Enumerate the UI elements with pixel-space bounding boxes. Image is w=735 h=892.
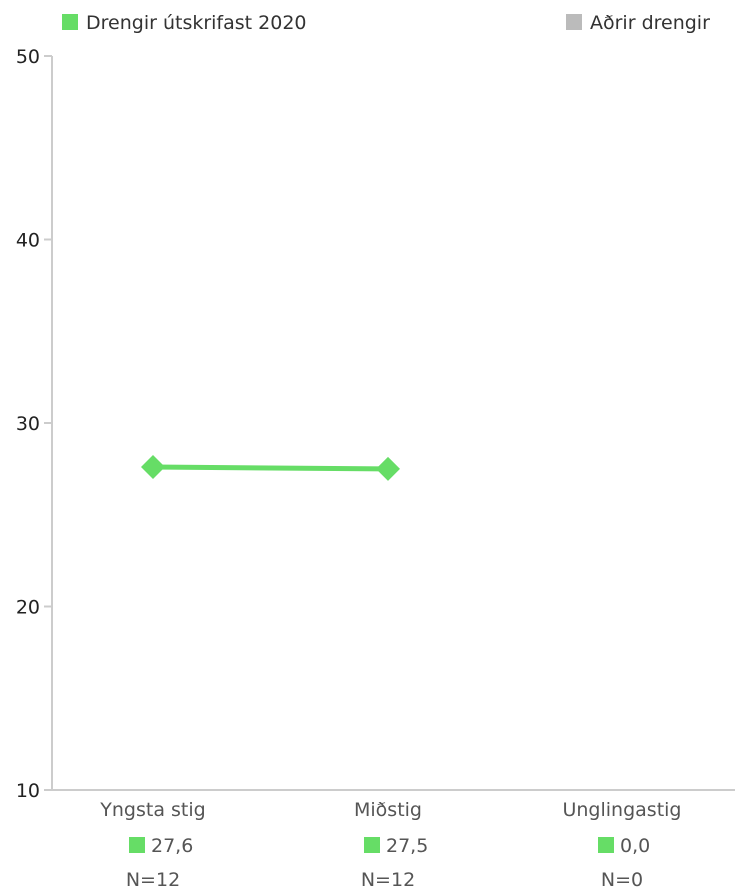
- data-point-diamond: [141, 455, 165, 480]
- legend-label-series-2: Aðrir drengir: [590, 12, 710, 34]
- n-count-label: N=12: [126, 869, 180, 891]
- x-category-label: Unglingastig: [562, 799, 681, 821]
- x-category-label: Yngsta stig: [99, 799, 205, 821]
- legend-swatch-series-2: [566, 14, 582, 30]
- n-count-label: N=12: [361, 869, 415, 891]
- y-tick-label: 20: [16, 597, 40, 619]
- legend-label-series-1: Drengir útskrifast 2020: [86, 12, 307, 34]
- x-category-label: Miðstig: [354, 799, 422, 821]
- y-tick-label: 30: [16, 413, 40, 435]
- value-label: 27,5: [386, 835, 428, 857]
- n-count-label: N=0: [601, 869, 643, 891]
- value-label: 27,6: [151, 835, 193, 857]
- value-swatch: [364, 837, 380, 853]
- y-tick-label: 10: [16, 780, 40, 802]
- legend-swatch-series-1: [62, 14, 78, 30]
- value-swatch: [129, 837, 145, 853]
- value-label: 0,0: [620, 835, 650, 857]
- series-line-segment: [150, 464, 391, 472]
- y-tick-label: 50: [16, 46, 40, 68]
- data-point-diamond: [376, 456, 400, 481]
- y-tick-label: 40: [16, 230, 40, 252]
- value-swatch: [598, 837, 614, 853]
